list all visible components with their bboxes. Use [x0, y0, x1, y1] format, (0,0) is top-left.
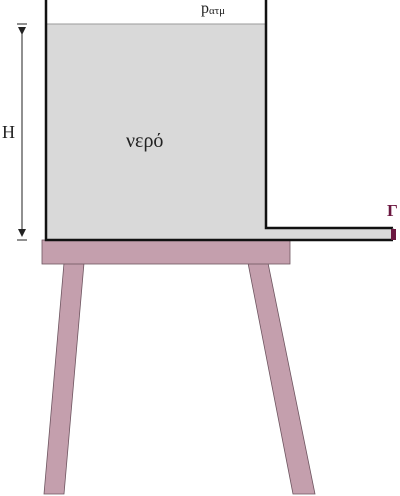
table-top [41, 239, 291, 265]
water-body [47, 24, 265, 239]
height-label: H [2, 122, 15, 142]
liquid-label: νερό [126, 130, 163, 152]
pressure-subscript: ατμ [209, 5, 225, 17]
point-marker [391, 229, 396, 240]
pressure-symbol: p [201, 0, 209, 17]
point-label: Γ [387, 201, 398, 220]
table-leg-right [247, 262, 316, 495]
atmospheric-pressure-label: pατμ [201, 0, 225, 17]
pipe-water [265, 228, 393, 239]
table-leg-left [43, 262, 85, 495]
tank-walls [44, 0, 393, 242]
tank-right-wall-and-pipe-top [264, 0, 393, 230]
